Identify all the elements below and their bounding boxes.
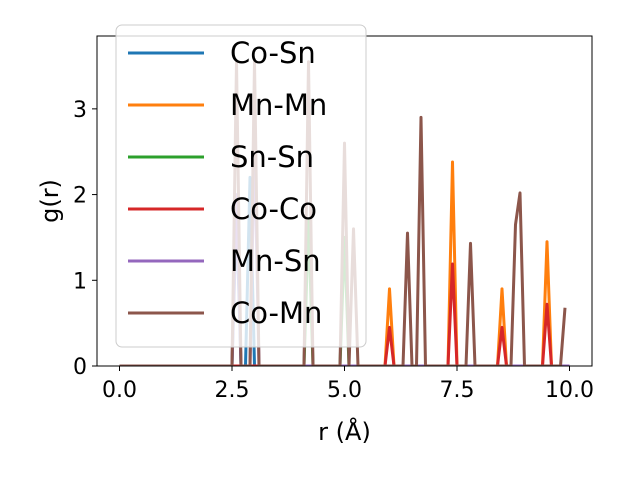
y-tick-label: 3 <box>73 98 87 123</box>
legend-label: Mn-Mn <box>230 88 327 122</box>
x-axis-ticks: 0.0 2.5 5.0 7.5 10.0 <box>102 366 594 403</box>
series-line-co-co <box>119 262 561 366</box>
y-tick-label: 0 <box>73 355 87 380</box>
x-tick-label: 7.5 <box>440 378 475 403</box>
x-tick-label: 10.0 <box>545 378 594 403</box>
x-tick-label: 2.5 <box>215 378 250 403</box>
y-axis-ticks: 0 1 2 3 <box>73 98 97 380</box>
legend-label: Co-Sn <box>230 36 316 70</box>
x-tick-label: 5.0 <box>327 378 362 403</box>
legend-label: Mn-Sn <box>230 244 321 278</box>
legend-label: Co-Co <box>230 192 317 226</box>
x-tick-label: 0.0 <box>102 378 137 403</box>
y-tick-label: 1 <box>73 269 87 294</box>
y-axis-label: g(r) <box>36 179 64 223</box>
legend-label: Co-Mn <box>230 296 322 330</box>
legend: Co-Sn Mn-Mn Sn-Sn Co-Co Mn-Sn Co-Mn <box>115 24 367 348</box>
series-line-mn-mn <box>119 160 561 366</box>
legend-label: Sn-Sn <box>230 140 314 174</box>
y-tick-label: 2 <box>73 184 87 209</box>
x-axis-label: r (Å) <box>318 417 371 446</box>
